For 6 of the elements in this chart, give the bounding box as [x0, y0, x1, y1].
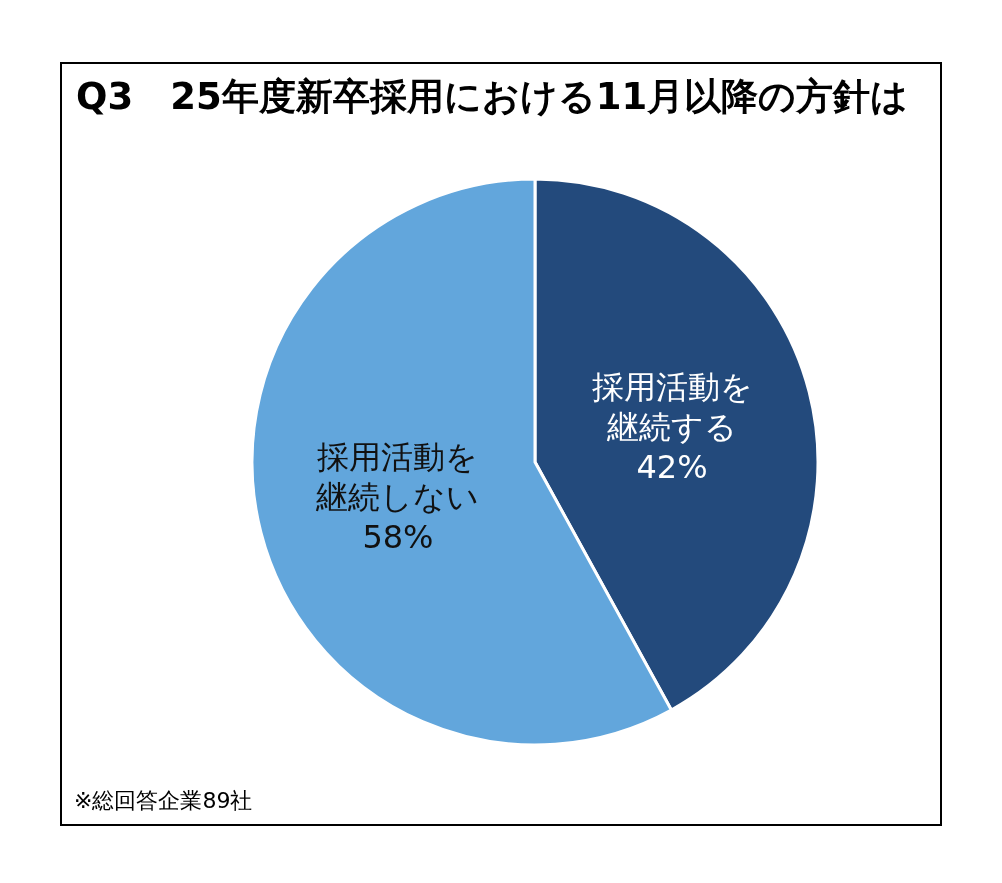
chart-title: Q3 25年度新卒採用における11月以降の方針は [76, 74, 909, 120]
data-label: 58% [362, 518, 434, 557]
text: ※総回答企業89社 [74, 787, 253, 815]
slice-label: 採用活動を継続する [591, 367, 753, 446]
data-label: 42% [636, 447, 708, 486]
slice-label: 採用活動を継続しない [315, 438, 480, 517]
